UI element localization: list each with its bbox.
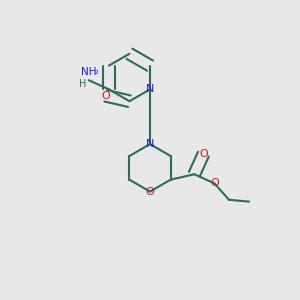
Text: O: O <box>199 149 208 159</box>
Text: N: N <box>146 139 154 149</box>
Text: O: O <box>210 178 219 188</box>
Text: H: H <box>79 79 86 89</box>
Text: $_2$: $_2$ <box>94 68 99 77</box>
Text: O: O <box>101 91 110 101</box>
Text: O: O <box>146 187 154 196</box>
Text: NH: NH <box>81 67 97 77</box>
Text: N: N <box>146 84 154 94</box>
